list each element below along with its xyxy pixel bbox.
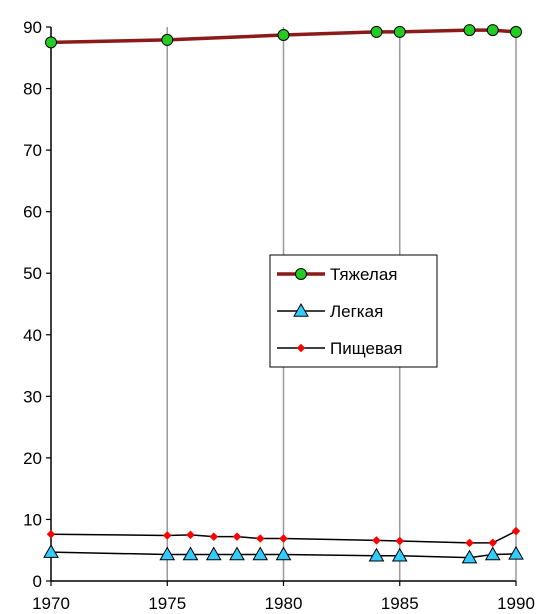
data-point-heavy-1975 [161, 33, 174, 46]
data-point-food-1985 [395, 536, 405, 546]
x-axis-ticks: 1970 1975 1980 1985 1990 [32, 581, 535, 613]
series-layer [43, 24, 524, 564]
data-point-food-1970 [46, 529, 56, 539]
data-point-heavy-1984 [370, 25, 383, 38]
data-point-food-1975 [162, 531, 172, 540]
y-tick-label-30: 30 [23, 387, 42, 406]
data-point-light-1990 [508, 545, 524, 560]
series-heavy [45, 24, 522, 49]
data-point-light-1989 [484, 546, 501, 561]
legend: Тяжелая Легкая Пищевая [269, 254, 438, 368]
y-tick-label-10: 10 [23, 510, 42, 529]
data-point-light-1978 [229, 546, 245, 561]
x-tick-label-1985: 1985 [381, 594, 419, 613]
legend-label-food: Пищевая [330, 339, 402, 358]
data-point-light-1970 [43, 544, 59, 558]
data-point-light-1980 [275, 546, 292, 561]
y-tick-label-90: 90 [23, 18, 42, 37]
data-point-light-1979 [252, 546, 269, 561]
series-light [43, 544, 524, 564]
data-point-heavy-1990 [510, 25, 522, 38]
data-point-food-1984 [372, 536, 381, 545]
x-tick-label-1980: 1980 [265, 594, 303, 613]
y-tick-label-0: 0 [33, 572, 42, 591]
data-point-heavy-1989 [486, 24, 499, 37]
legend-label-light: Легкая [330, 302, 383, 321]
data-point-light-1975 [159, 546, 176, 561]
data-point-food-1978 [232, 532, 242, 542]
data-point-light-1985 [391, 547, 408, 562]
series-food [46, 526, 521, 548]
data-point-heavy-1988 [463, 24, 476, 37]
x-tick-label-1970: 1970 [32, 594, 70, 613]
x-tick-label-1975: 1975 [148, 594, 186, 613]
data-point-light-1988 [461, 549, 478, 564]
data-point-heavy-1985 [393, 25, 406, 38]
data-point-food-1979 [255, 534, 265, 543]
data-point-food-1977 [209, 532, 219, 542]
y-tick-label-60: 60 [23, 203, 42, 222]
legend-marker-food [296, 343, 306, 353]
data-point-heavy-1970 [45, 36, 57, 49]
data-point-light-1984 [368, 547, 385, 562]
legend-item-food: Пищевая [277, 339, 402, 358]
x-tick-label-1990: 1990 [497, 594, 535, 613]
data-point-food-1988 [465, 538, 474, 548]
data-point-food-1976 [186, 530, 195, 540]
data-point-food-1989 [488, 538, 498, 548]
data-point-light-1977 [205, 546, 222, 561]
data-point-food-1990 [511, 526, 521, 536]
y-axis-ticks: 0 10 20 30 40 50 60 70 80 90 [23, 18, 51, 591]
y-tick-label-20: 20 [23, 449, 42, 468]
data-point-food-1980 [279, 534, 288, 543]
y-tick-label-50: 50 [23, 264, 42, 283]
y-tick-label-40: 40 [23, 326, 42, 345]
legend-item-heavy: Тяжелая [277, 265, 397, 284]
legend-label-heavy: Тяжелая [330, 265, 397, 284]
data-point-heavy-1980 [277, 29, 290, 42]
y-tick-label-80: 80 [23, 80, 42, 99]
legend-marker-light [293, 302, 309, 317]
legend-item-light: Легкая [277, 302, 383, 321]
data-point-light-1976 [182, 546, 199, 561]
y-tick-label-70: 70 [23, 141, 42, 160]
legend-marker-heavy [295, 268, 307, 280]
